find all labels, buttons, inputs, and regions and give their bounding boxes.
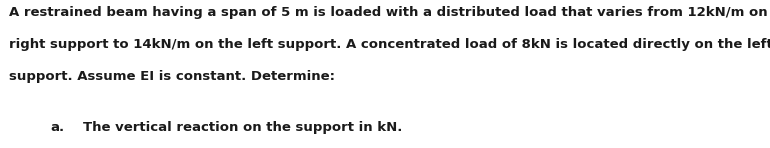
Text: support. Assume EI is constant. Determine:: support. Assume EI is constant. Determin… xyxy=(9,70,335,83)
Text: A restrained beam having a span of 5 m is loaded with a distributed load that va: A restrained beam having a span of 5 m i… xyxy=(9,6,770,19)
Text: right support to 14kN/m on the left support. A concentrated load of 8kN is locat: right support to 14kN/m on the left supp… xyxy=(9,38,770,51)
Text: The vertical reaction on the support in kN.: The vertical reaction on the support in … xyxy=(83,121,403,134)
Text: a.: a. xyxy=(50,121,64,134)
